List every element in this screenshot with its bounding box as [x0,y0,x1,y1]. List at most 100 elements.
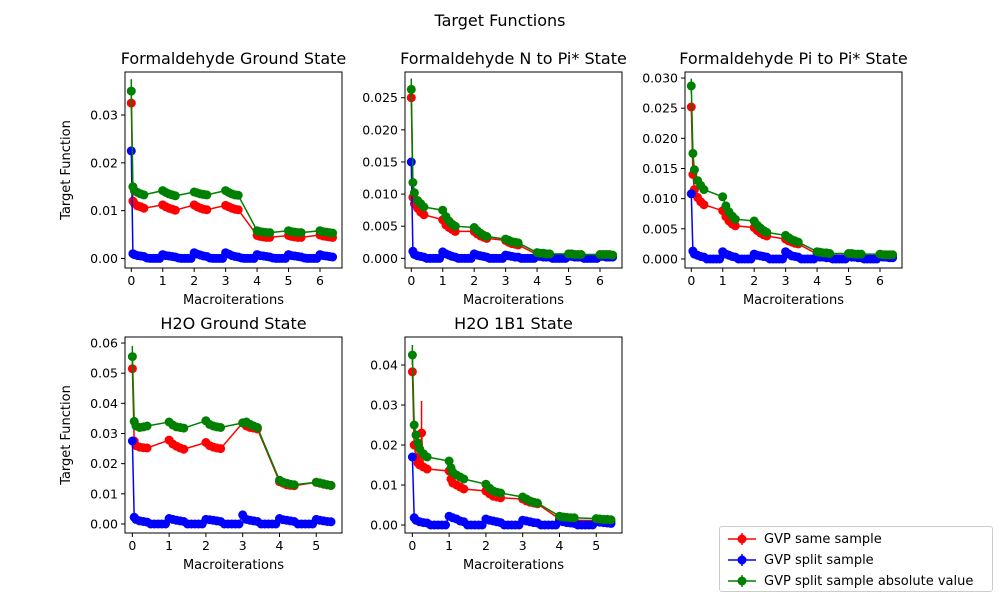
x-tick-label: 2 [202,538,210,553]
data-point-same [422,464,432,474]
y-tick-label: 0.05 [90,366,118,381]
x-tick-label: 6 [596,273,604,288]
y-tick-label: 0.00 [90,251,118,266]
subplot-3: H2O Ground State 0 1 2 3 4 5 0.00 0.01 0.02 0.03 0.… [59,314,343,573]
data-point-abs [216,423,226,432]
data-point-abs [576,250,586,259]
data-point-abs [856,249,866,259]
x-axis-label: Macroiterations [183,293,284,308]
subplot-title: H2O Ground State [160,314,306,333]
data-point-split [778,254,787,264]
y-tick-label: 0.02 [370,438,398,453]
axes-frame [124,71,343,269]
x-axis-label: Macroiterations [463,293,564,308]
data-point-same [142,443,152,453]
x-tick-label: 2 [470,273,478,288]
axes-frame [684,71,903,269]
legend-marker-split-icon [728,554,756,566]
data-point-abs [718,192,728,202]
subplot-2: Formaldehyde Pi to Pi* State 0 1 2 3 4 5 6 0.000… [642,49,908,308]
data-point-abs [459,474,469,484]
x-tick-label: 0 [687,273,695,288]
data-point-abs [409,188,419,198]
x-tick-label: 2 [190,273,198,288]
y-tick-label: 0.04 [90,396,118,411]
data-point-same [730,221,740,231]
legend-label-split: GVP split sample [764,552,874,568]
subplot-title: Formaldehyde Ground State [121,49,347,68]
y-tick-label: 0.010 [362,187,398,202]
legend-label-same: GVP same sample [764,531,882,547]
data-point-abs [202,190,212,200]
subplot-title: Formaldehyde N to Pi* State [400,49,627,68]
y-tick-label: 0.025 [642,101,678,116]
x-tick-label: 3 [782,273,790,288]
y-tick-label: 0.000 [642,251,678,266]
data-point-split [328,252,338,262]
data-point-abs [496,488,506,498]
data-point-abs [326,480,336,490]
x-tick-label: 1 [165,538,173,553]
y-tick-label: 0.010 [642,191,678,206]
data-point-same [459,484,469,494]
axes-frame [404,71,623,269]
x-tick-label: 5 [285,273,293,288]
subplots: Formaldehyde Ground State 0 1 2 3 4 5 6 0.00 0.01… [59,49,908,573]
data-point-abs [450,221,460,231]
y-tick-label: 0.04 [370,358,398,373]
data-point-abs [545,249,555,259]
legend-item-same: GVP same sample [726,529,882,549]
y-tick-label: 0.020 [642,131,678,146]
data-point-abs [608,250,618,260]
legend-item-abs: GVP split sample absolute value [726,571,973,591]
data-point-abs [569,513,579,523]
axes-frame [404,336,623,534]
data-point-abs [142,421,152,431]
data-point-same [216,444,226,454]
data-point-abs [419,202,429,212]
data-point-split [406,157,416,167]
y-tick-label: 0.03 [370,398,398,413]
subplot-4: H2O 1B1 State 0 1 2 3 4 5 0.00 0.01 0.02 0.03 0.04 M… [370,314,623,573]
x-axis-label: Macroiterations [743,293,844,308]
x-tick-label: 3 [502,273,510,288]
data-point-abs [888,250,898,260]
data-point-abs [411,430,421,440]
y-tick-label: 0.02 [90,456,118,471]
data-point-abs [482,232,492,241]
data-point-abs [328,228,338,238]
legend-marker-same-icon [728,533,756,545]
x-tick-label: 5 [845,273,853,288]
y-tick-label: 0.005 [642,221,678,236]
y-tick-label: 0.03 [90,108,118,123]
figure-title: Target Functions [434,11,566,30]
data-point-abs [532,498,542,508]
data-point-abs [793,237,803,247]
data-point-same [233,205,243,215]
data-point-abs [730,214,740,224]
x-tick-label: 5 [592,538,600,553]
data-point-split [326,517,336,527]
legend-marker-abs-icon [728,575,756,587]
x-tick-label: 1 [159,273,167,288]
y-axis-label: Target Function [59,385,74,486]
x-tick-label: 0 [408,538,416,553]
y-tick-label: 0.000 [362,251,398,266]
data-point-abs [699,185,709,195]
data-point-abs [689,165,699,175]
data-point-abs [422,452,432,462]
subplot-1: Formaldehyde N to Pi* State 0 1 2 3 4 5 6 0.000 0… [362,49,627,308]
y-tick-label: 0.01 [90,203,118,218]
x-tick-label: 3 [239,538,247,553]
data-point-abs [139,190,149,200]
y-axis-label: Target Function [59,120,74,221]
x-tick-label: 6 [316,273,324,288]
x-tick-label: 6 [876,273,884,288]
data-point-abs [407,350,417,360]
data-point-abs [513,238,523,248]
y-tick-label: 0.00 [90,516,118,531]
x-tick-label: 5 [312,538,320,553]
data-point-same [699,200,709,210]
data-point-same [419,210,429,220]
data-point-abs [408,178,418,187]
